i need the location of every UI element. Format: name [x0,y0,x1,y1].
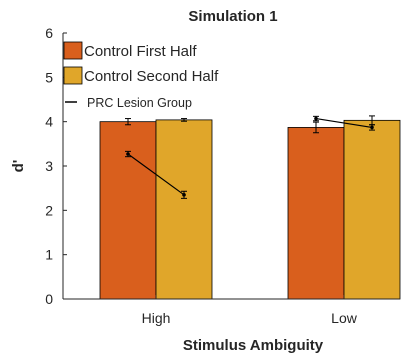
y-tick-label: 0 [45,291,53,307]
y-tick-label: 3 [45,158,53,174]
y-tick-label: 2 [45,202,53,218]
legend-swatch [63,66,83,85]
y-tick-label: 4 [45,114,53,130]
bar-1-high [99,121,157,300]
y-tick-label: 6 [45,25,53,41]
x-tick-label: Low [331,310,358,326]
legend-swatch [63,41,83,60]
chart-title: Simulation 1 [188,8,277,25]
x-axis-label: Stimulus Ambiguity [183,337,324,354]
legend-label: Control Second Half [84,68,219,85]
y-tick-label: 5 [45,69,53,85]
bar-2-low [343,119,401,300]
y-tick-label: 1 [45,247,53,263]
bar-1-low [287,127,345,300]
bar-2-high [155,119,213,300]
prc-line-low [315,117,373,129]
legend-label: Control First Half [84,43,197,60]
x-tick-label: High [142,310,171,326]
y-axis-label: d' [10,160,27,173]
legend-label: PRC Lesion Group [87,96,192,110]
prc-line-high [127,153,185,196]
